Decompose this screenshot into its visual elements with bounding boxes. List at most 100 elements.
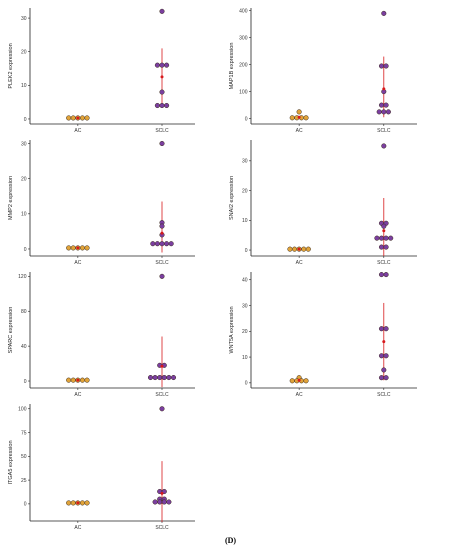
y-tick-label: 30 [242,159,248,165]
y-tick-label: 10 [242,218,248,224]
data-point [66,245,72,251]
data-point [159,241,165,247]
data-point [154,62,160,68]
data-point [303,378,309,384]
y-tick-label: 400 [239,8,248,14]
x-tick-label: SCLC [155,392,169,398]
data-point [154,241,160,247]
y-tick-label: 0 [24,117,27,123]
data-point [150,241,156,247]
y-axis-label: WNT5A expression [229,306,235,353]
chart-panel: 0 10 20 30 40 AC SCLC WNT5A expression [229,272,417,398]
y-axis-label: PLEK2 expression [8,43,14,88]
data-point [378,375,385,381]
data-point [378,272,385,278]
data-point [166,499,172,505]
chart-panel: 0 100 200 300 400 AC SCLC MAP1B expression [229,8,417,134]
data-point [383,353,389,359]
data-point [159,8,165,14]
x-tick-label: AC [74,260,81,266]
y-tick-label: 25 [21,478,27,484]
data-point [378,244,385,250]
data-point [161,374,167,381]
y-tick-label: 10 [242,355,248,361]
data-point [383,102,389,108]
data-point [164,102,170,109]
x-tick-label: SCLC [377,128,391,134]
x-tick-label: SCLC [155,260,169,266]
data-point [170,374,177,381]
mean-point [160,364,164,368]
data-point [70,115,76,121]
data-point [383,326,389,332]
y-tick-label: 0 [24,502,27,508]
data-point [166,374,172,381]
data-point [152,499,158,505]
data-point [84,377,90,383]
data-point [70,377,76,383]
x-tick-label: AC [296,128,303,134]
y-tick-label: 75 [21,430,27,436]
y-axis-label: ITGA5 expression [8,440,14,484]
data-point [381,109,387,115]
y-tick-label: 0 [24,247,27,253]
mean-point [297,378,301,382]
y-tick-label: 20 [21,50,27,56]
y-tick-label: 30 [21,141,27,147]
data-point [161,499,167,505]
y-tick-label: 0 [245,116,248,122]
data-point [157,499,163,505]
y-axis-label: MMP2 expression [8,176,14,220]
data-point [381,10,387,16]
data-point [152,374,158,381]
data-point [305,246,311,252]
mean-point [382,340,386,344]
y-tick-label: 50 [21,454,27,460]
mean-point [160,75,164,79]
data-point [154,102,160,109]
mean-point [297,115,301,119]
y-tick-label: 20 [242,188,248,194]
x-tick-label: AC [296,260,303,266]
data-point [84,115,90,121]
y-tick-label: 100 [18,407,27,413]
data-point [159,102,165,109]
data-point [381,223,387,229]
y-axis-label: MAP1B expression [229,43,235,90]
data-point [66,500,72,506]
mean-point [76,246,80,250]
data-point [159,62,165,68]
data-point [159,273,165,279]
data-point [378,235,385,241]
data-point [383,244,389,250]
y-tick-label: 20 [21,176,27,182]
x-tick-label: SCLC [155,525,169,531]
x-tick-label: AC [74,525,81,531]
data-point [70,245,76,251]
x-tick-label: AC [296,392,303,398]
y-tick-label: 0 [245,248,248,254]
data-point [374,235,380,241]
y-tick-label: 10 [21,83,27,89]
data-point [79,377,85,383]
y-tick-label: 30 [242,303,248,309]
data-point [157,374,163,381]
chart-panel: 0 10 20 30 AC SCLC MMP2 expression [8,140,195,266]
data-point [378,353,385,359]
chart-panel: 0 10 20 30 AC SCLC SNAI2 expression [229,140,417,266]
y-tick-label: 80 [21,309,27,315]
chart-panel: 0 10 20 30 AC SCLC PLEK2 expression [8,8,195,134]
data-point [66,115,72,121]
data-point [70,500,76,506]
x-tick-label: SCLC [155,128,169,134]
y-tick-label: 40 [242,278,248,284]
x-tick-label: AC [74,392,81,398]
data-point [301,246,307,252]
data-point [383,235,389,241]
data-point [159,223,165,229]
data-point [159,140,165,147]
y-tick-label: 0 [24,379,27,385]
x-tick-label: SCLC [377,392,391,398]
data-point [79,245,85,251]
data-point [378,63,385,69]
